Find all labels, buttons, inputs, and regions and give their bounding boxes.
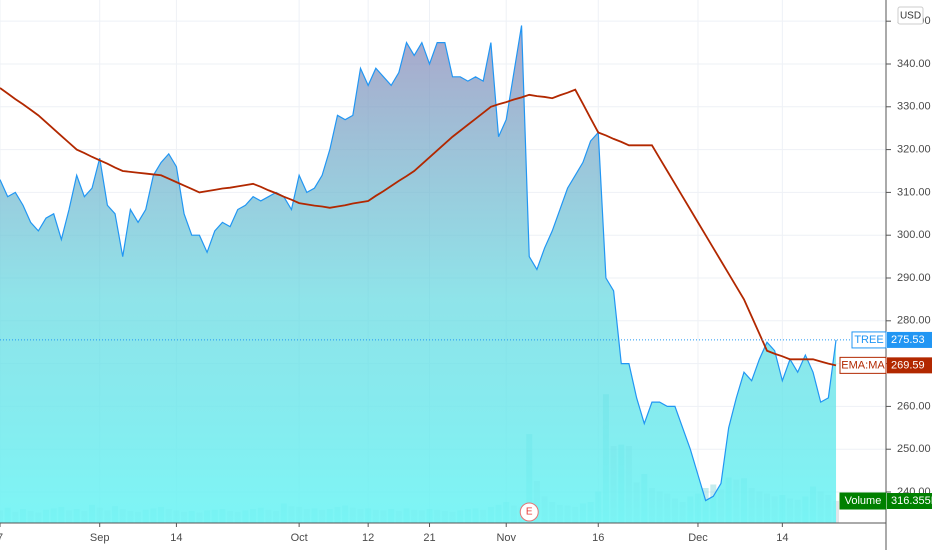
x-tick-label: Dec	[688, 532, 708, 544]
price-line	[0, 25, 837, 502]
y-tick-label: 310.00	[897, 186, 931, 198]
y-tick-label: 320.00	[897, 143, 931, 155]
y-tick-label: 260.00	[897, 400, 931, 412]
x-tick-label: Sep	[90, 532, 110, 544]
ema-line	[0, 87, 837, 367]
x-tick-label: 14	[170, 532, 182, 544]
badge-value: 269.59	[891, 359, 925, 371]
y-tick-label: 290.00	[897, 272, 931, 284]
badge-name-box	[839, 356, 887, 374]
earnings-label: E	[526, 507, 533, 518]
badge-name: EMA:MA	[841, 359, 885, 371]
badge-name-box	[839, 492, 887, 510]
x-tick-label: 12	[362, 532, 374, 544]
y-tick-label: 280.00	[897, 315, 931, 327]
badge-value: 275.53	[891, 334, 925, 346]
badge-name-box	[851, 331, 887, 349]
badge-value-box	[887, 357, 932, 374]
y-tick-label: 340.00	[897, 58, 931, 70]
y-tick-label: 300.00	[897, 229, 931, 241]
x-tick-label: 14	[776, 532, 788, 544]
currency-badge[interactable]	[897, 6, 924, 25]
x-tick-label: Oct	[291, 532, 308, 544]
earnings-marker[interactable]	[519, 502, 539, 522]
x-tick-label: Nov	[496, 532, 516, 544]
x-tick-label: 16	[592, 532, 604, 544]
badge-name: TREE	[854, 334, 883, 346]
x-tick-label: 7	[0, 532, 3, 544]
y-tick-label: 250.00	[897, 443, 931, 455]
badge-value-box	[887, 493, 932, 509]
price-area	[0, 25, 837, 523]
badge-name: Volume	[845, 495, 882, 507]
badge-value-box	[887, 331, 932, 348]
x-tick-label: 21	[423, 532, 435, 544]
y-tick-label: 330.00	[897, 101, 931, 113]
plot-area	[0, 25, 886, 523]
badge-value: 316.355K	[891, 495, 932, 507]
currency-label: USD	[900, 11, 921, 22]
